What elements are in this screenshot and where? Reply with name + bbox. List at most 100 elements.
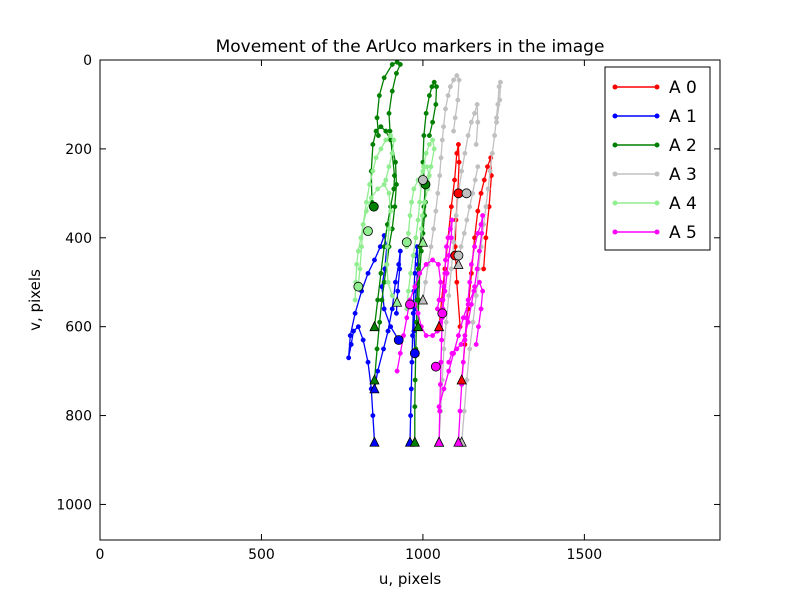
series-3-track-0-point-4 <box>443 319 449 325</box>
series-5-track-0-point-24 <box>415 310 421 316</box>
series-5-track-0-point-17 <box>442 288 448 294</box>
series-4-track-1-point-2 <box>407 213 413 219</box>
series-3-track-3-point-16 <box>456 77 462 83</box>
series-3-track-0-point-5 <box>446 293 452 299</box>
series-2-start-marker-0 <box>369 374 380 385</box>
legend: A 0 A 1 A 2 A 3 A 4 A 5 <box>604 66 711 251</box>
series-5-track-1-point-8 <box>468 261 474 267</box>
series-2-track-3-point-14 <box>434 84 439 90</box>
series-5-track-2-point-7 <box>423 261 429 267</box>
series-4-track-2-point-11 <box>391 137 397 143</box>
series-5-track-3-point-11 <box>476 324 481 330</box>
series-0-track-1-point-12 <box>483 235 489 241</box>
series-2-track-0-point-15 <box>370 141 376 147</box>
series-4-track-0-point-2 <box>354 261 360 267</box>
series-5-end-marker-0 <box>405 299 415 310</box>
series-2-track-2-point-11 <box>389 88 395 94</box>
series-1-track-2-point-10 <box>393 310 399 316</box>
marker-layer <box>353 175 472 447</box>
series-5-track-0-point-2 <box>437 381 443 387</box>
series-3-track-2-point-1 <box>458 244 464 250</box>
series-5-track-2-point-3 <box>404 315 410 321</box>
series-1-track-0-point-13 <box>372 257 377 263</box>
series-4-track-0-point-0 <box>352 297 358 303</box>
series-3-track-1-point-15 <box>495 101 501 107</box>
series-3-track-2-point-6 <box>472 177 478 183</box>
series-3-end-marker-2 <box>418 175 428 185</box>
legend-swatch-dot-left-0 <box>612 84 618 90</box>
series-3-track-3-point-6 <box>435 190 441 196</box>
series-4-track-2-point-1 <box>357 266 363 272</box>
legend-swatch-dot-left-1 <box>612 113 618 119</box>
series-4-track-2-point-10 <box>388 133 394 139</box>
series-2-start-marker-2 <box>369 320 380 332</box>
series-4-track-2-point-9 <box>383 137 389 143</box>
series-3-track-0-point-8 <box>453 213 459 219</box>
series-4-track-3-point-2 <box>408 270 414 276</box>
series-0-track-1-point-13 <box>481 266 487 272</box>
series-5-track-3-point-7 <box>471 288 477 294</box>
series-2-track-2-point-7 <box>392 173 397 179</box>
series-5-track-3-point-9 <box>480 288 486 294</box>
series-4-track-0-point-3 <box>355 248 361 254</box>
series-1-track-1-point-7 <box>412 270 418 276</box>
series-3-track-3-point-10 <box>441 124 447 130</box>
series-4-track-1-point-1 <box>405 230 411 236</box>
series-2-track-3-point-17 <box>426 133 432 139</box>
series-0-track-0-point-6 <box>454 150 460 156</box>
legend-swatch-dot-left-4 <box>612 200 618 206</box>
series-4-track-0-point-7 <box>368 195 374 201</box>
series-5-track-0-point-22 <box>423 333 429 339</box>
series-4-track-0-point-14 <box>384 261 390 267</box>
series-5-track-3-point-6 <box>465 301 471 307</box>
series-5-track-3-point-2 <box>446 368 452 374</box>
series-3-track-3-point-4 <box>431 226 437 232</box>
series-5-track-2-point-12 <box>434 306 440 312</box>
series-2-track-3-point-13 <box>431 79 437 85</box>
series-4-track-3-point-4 <box>413 235 419 241</box>
y-tick-label-0: 0 <box>83 53 92 69</box>
series-3-track-3-point-18 <box>452 115 458 121</box>
series-5-track-1-point-12 <box>480 213 486 219</box>
series-2-track-2-point-14 <box>394 60 400 65</box>
series-3-track-3-point-8 <box>438 155 444 161</box>
series-5-track-2-point-11 <box>436 297 442 303</box>
series-3-track-0-point-14 <box>472 110 478 116</box>
series-5-track-1-point-3 <box>460 359 466 365</box>
series-1-track-2-point-3 <box>385 328 391 334</box>
series-3-track-1-point-9 <box>483 204 489 210</box>
series-5-track-3-point-12 <box>473 341 479 347</box>
series-3-track-1-point-11 <box>487 168 493 174</box>
series-4-track-0-point-15 <box>385 279 391 285</box>
series-2-track-3 <box>417 80 438 327</box>
x-ticks: 0 500 1000 1500 <box>96 60 602 563</box>
series-0-track-0-point-12 <box>454 279 460 285</box>
series-5-track-2-point-5 <box>412 284 418 290</box>
series-2-track-0-point-1 <box>374 346 380 352</box>
series-0-track-0-point-5 <box>452 177 458 183</box>
series-3-track-1-point-4 <box>470 319 476 325</box>
series-4-end-marker-2 <box>401 237 412 248</box>
series-1-track-2-point-5 <box>393 279 398 285</box>
series-3-track-1-point-1 <box>461 408 467 414</box>
series-1-track-1-point-4 <box>410 333 416 339</box>
series-2-track-3-point-12 <box>429 84 435 90</box>
series-5-track-1-point-1 <box>457 408 463 414</box>
y-tick-label-2: 400 <box>65 231 92 247</box>
series-4-track-3-point-8 <box>421 164 427 170</box>
x-tick-label-0: 0 <box>96 547 105 563</box>
series-1-track-1-point-5 <box>410 310 416 316</box>
series-1-track-1 <box>409 246 419 443</box>
series-5-track-2-point-2 <box>401 333 406 339</box>
series-2-track-1-point-2 <box>412 377 418 383</box>
series-1-track-0-point-6 <box>351 328 356 334</box>
series-4-track-3-point-5 <box>415 217 421 223</box>
series-3-track-0-point-17 <box>473 141 479 147</box>
series-4-start-marker-1 <box>417 236 429 247</box>
series-2-track-3-point-9 <box>421 133 427 139</box>
series-4-track-3-point-12 <box>431 146 437 152</box>
series-1-track-0-point-7 <box>348 341 354 347</box>
series-4-track-0-point-9 <box>381 181 387 187</box>
legend-label-0: A 0 <box>669 78 697 98</box>
